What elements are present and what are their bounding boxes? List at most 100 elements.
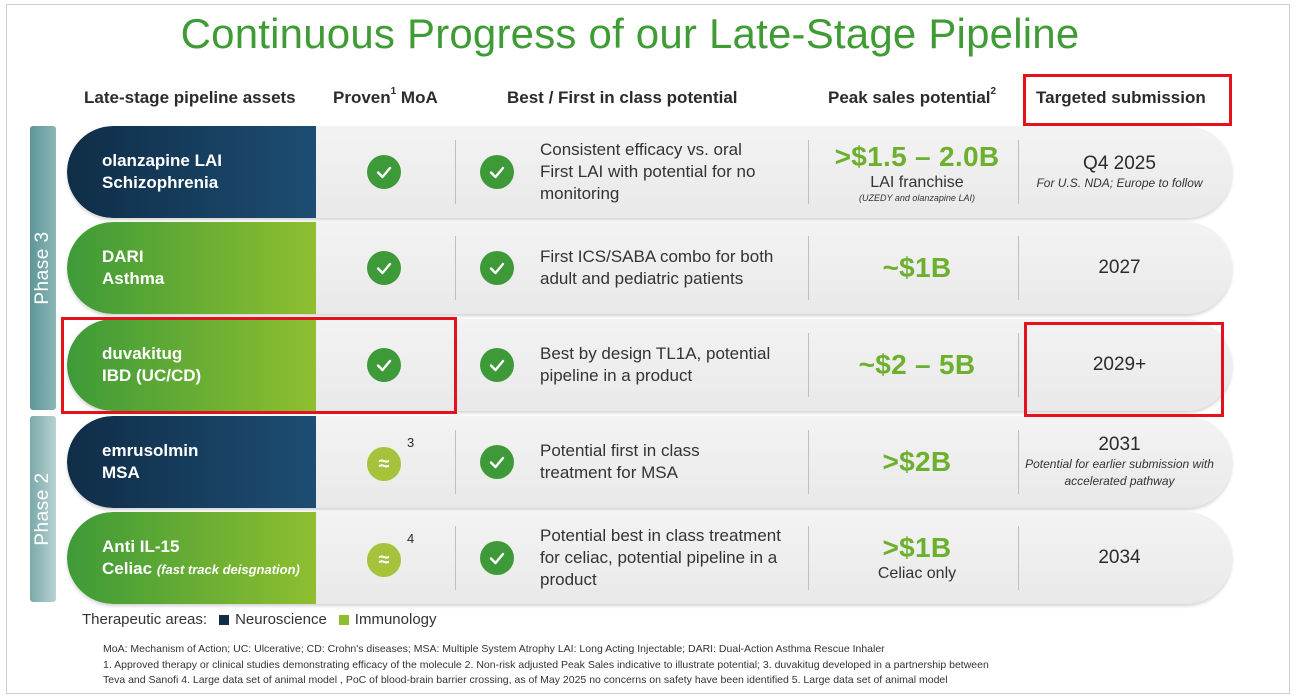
peak-sales: >$1.5 – 2.0B LAI franchise (UZEDY and olan… xyxy=(802,126,1032,218)
check-icon xyxy=(367,348,401,382)
potential-description: Potential best in class treatment for cel… xyxy=(540,512,810,604)
peak-sales-subtitle: LAI franchise xyxy=(870,174,964,191)
approx-icon: ≈ xyxy=(367,447,401,481)
legend: Therapeutic areas: Neuroscience Immunolo… xyxy=(82,611,437,628)
column-divider xyxy=(808,140,809,204)
highlight-submission-header xyxy=(1023,74,1232,126)
peak-sales-value: >$1.5 – 2.0B xyxy=(834,141,1000,172)
check-icon xyxy=(480,155,514,189)
footnote-1: 1. Approved therapy or clinical studies … xyxy=(103,659,989,671)
check-icon xyxy=(367,155,401,189)
pipeline-row: emrusolmin MSA ≈3 Potential first in class t… xyxy=(67,416,1232,508)
potential-description: First ICS/SABA combo for both adult and p… xyxy=(540,222,810,314)
highlight-duvakitug-asset xyxy=(61,317,457,414)
column-divider xyxy=(1018,526,1019,590)
description-line: product xyxy=(540,570,597,589)
targeted-submission: Q4 2025 For U.S. NDA; Europe to follow xyxy=(1022,126,1217,218)
asset-molecule: emrusolmin xyxy=(102,441,199,460)
highlight-duvakitug-submission xyxy=(1024,322,1224,417)
header-assets: Late-stage pipeline assets xyxy=(84,88,296,107)
legend-neuro: Neuroscience xyxy=(235,611,327,628)
column-divider xyxy=(1018,333,1019,397)
potential-description: Potential first in class treatment for MS… xyxy=(540,416,810,508)
description-line: for celiac, potential pipeline in a xyxy=(540,548,778,567)
description-line: First ICS/SABA combo for both xyxy=(540,247,774,266)
slide-title: Continuous Progress of our Late-Stage Pi… xyxy=(180,10,1080,57)
peak-sales-value: ~$1B xyxy=(882,252,952,283)
pipeline-row: olanzapine LAI Schizophrenia Consistent ef… xyxy=(67,126,1232,218)
targeted-submission: 2029+ xyxy=(1022,319,1217,411)
potential-description: Best by design TL1A, potential pipeline i… xyxy=(540,319,810,411)
check-icon xyxy=(480,541,514,575)
column-divider xyxy=(1018,236,1019,300)
asset-indication: MSA xyxy=(102,463,140,482)
targeted-submission: 2031 Potential for earlier submission wit… xyxy=(1022,416,1217,508)
peak-sales-value: >$2B xyxy=(882,446,952,477)
peak-sales-value: >$1B xyxy=(882,532,952,563)
peak-sales-subtitle: Celiac only xyxy=(877,565,957,582)
description-line: Potential first in class xyxy=(540,441,700,460)
moa-footnote-ref: 3 xyxy=(407,435,415,450)
peak-sales: ~$1B xyxy=(802,222,1032,314)
column-divider xyxy=(1018,140,1019,204)
phase-3-label: Phase 3 xyxy=(32,231,53,305)
asset-name: Anti IL-15 Celiac (fast track deisgnation… xyxy=(67,512,316,604)
description-line: First LAI with potential for no xyxy=(540,162,756,181)
submission-year: Q4 2025 xyxy=(1083,152,1156,174)
header-peak-sales: Peak sales potential2 xyxy=(828,86,997,107)
submission-note: Potential for earlier submission with ac… xyxy=(1025,457,1214,488)
asset-indication: Asthma xyxy=(102,269,165,288)
phase-2-label: Phase 2 xyxy=(32,472,53,546)
peak-sales-note: (UZEDY and olanzapine LAI) xyxy=(859,193,975,203)
peak-sales-value: ~$2 – 5B xyxy=(858,349,976,380)
phase-3-band: Phase 3 xyxy=(30,126,56,410)
potential-description: Consistent efficacy vs. oral First LAI wi… xyxy=(540,126,810,218)
description-line: pipeline in a product xyxy=(540,366,693,385)
check-icon xyxy=(480,251,514,285)
legend-immu-swatch xyxy=(338,614,349,625)
header-moa: Proven1 MoA xyxy=(333,86,438,107)
submission-year: 2029+ xyxy=(1092,354,1147,375)
asset-molecule: duvakitug xyxy=(102,344,183,363)
asset-indication: Celiac (fast track deisgnation) xyxy=(102,558,300,578)
description-line: treatment for MSA xyxy=(540,463,678,482)
column-divider xyxy=(455,430,456,494)
asset-name: DARI Asthma xyxy=(67,222,316,314)
peak-sales: >$1B Celiac only xyxy=(802,512,1032,604)
asset-molecule: olanzapine LAI xyxy=(102,151,222,170)
column-divider xyxy=(455,140,456,204)
pipeline-row: Anti IL-15 Celiac (fast track deisgnation… xyxy=(67,512,1232,604)
column-divider xyxy=(1018,430,1019,494)
asset-name: olanzapine LAI Schizophrenia xyxy=(67,126,316,218)
submission-year: 2031 xyxy=(1098,434,1141,455)
description-line: Best by design TL1A, potential xyxy=(540,344,771,363)
column-divider xyxy=(808,333,809,397)
legend-immu: Immunology xyxy=(354,611,437,628)
footnote-abbreviations: MoA: Mechanism of Action; UC: Ulcerative… xyxy=(103,643,885,655)
description-line: adult and pediatric patients xyxy=(540,269,744,288)
asset-indication: Schizophrenia xyxy=(102,173,219,192)
asset-indication: IBD (UC/CD) xyxy=(102,366,202,385)
approx-icon: ≈ xyxy=(367,543,401,577)
footnote-2: Teva and Sanofi 4. Large data set of ani… xyxy=(103,674,948,686)
asset-molecule: DARI xyxy=(102,247,144,266)
column-divider xyxy=(455,236,456,300)
description-line: monitoring xyxy=(540,184,620,203)
column-divider xyxy=(808,430,809,494)
submission-year: 2027 xyxy=(1098,257,1141,278)
description-line: Consistent efficacy vs. oral xyxy=(540,140,742,159)
slide-frame xyxy=(6,4,1290,694)
header-targeted-submission: Targeted submission xyxy=(1036,88,1206,107)
pipeline-row: DARI Asthma First ICS/SABA combo for both a… xyxy=(67,222,1232,314)
submission-note: For U.S. NDA; Europe to follow xyxy=(1036,175,1203,190)
check-icon xyxy=(480,445,514,479)
column-divider xyxy=(808,526,809,590)
legend-label: Therapeutic areas: xyxy=(82,611,208,628)
targeted-submission: 2034 xyxy=(1022,512,1217,604)
asset-name: duvakitug IBD (UC/CD) xyxy=(67,319,316,411)
header-best-first: Best / First in class potential xyxy=(507,88,738,107)
asset-molecule: Anti IL-15 xyxy=(102,536,180,556)
peak-sales: >$2B xyxy=(802,416,1032,508)
submission-year: 2034 xyxy=(1098,547,1141,568)
